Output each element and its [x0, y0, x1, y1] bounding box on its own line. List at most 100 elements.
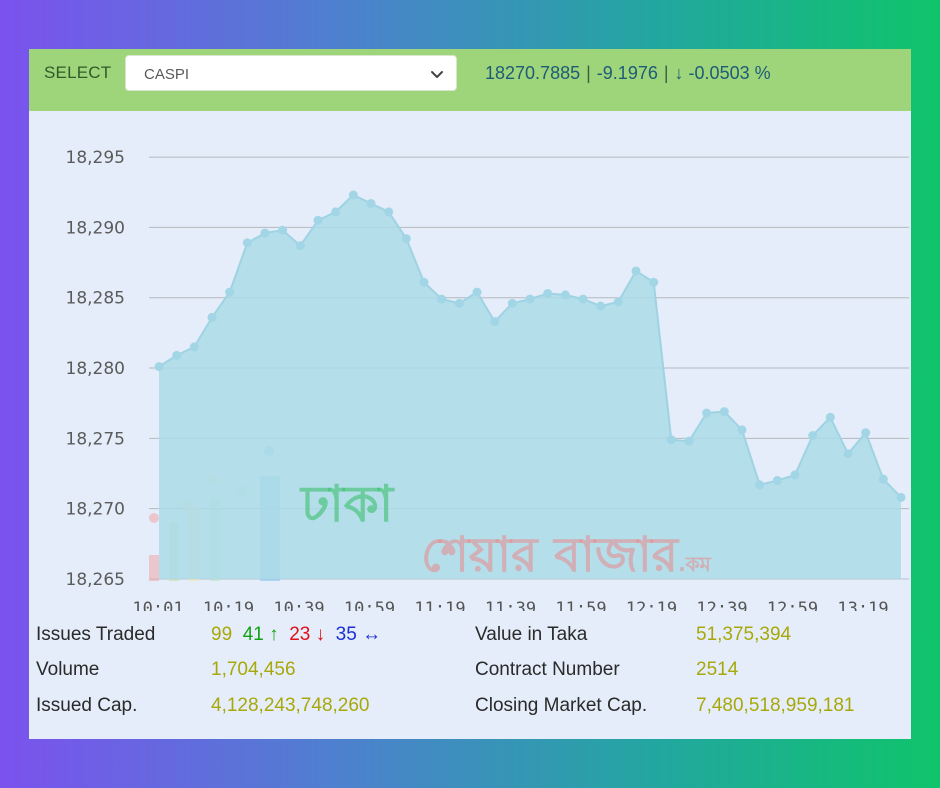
data-point: [755, 480, 765, 490]
value-taka-value: 51,375,394: [696, 624, 792, 645]
data-point: [666, 435, 676, 445]
issued-cap-value: 4,128,243,748,260: [211, 695, 370, 716]
watermark-line2: শেয়ার বাজার.কম: [421, 527, 712, 583]
watermark-line2-text: শেয়ার বাজার: [421, 527, 680, 583]
data-point: [189, 342, 199, 352]
y-tick-label: 18,275: [66, 429, 125, 449]
data-point: [702, 408, 712, 418]
chevron-down-icon: [431, 71, 443, 78]
data-point: [260, 228, 270, 238]
x-tick-label: 11:39: [485, 599, 536, 611]
data-point: [225, 287, 235, 297]
y-tick-label: 18,265: [66, 570, 125, 590]
data-point: [401, 234, 411, 244]
data-point: [454, 298, 464, 308]
watermark-bar: [149, 555, 159, 581]
data-point: [172, 350, 182, 360]
data-point: [861, 428, 871, 438]
data-point: [507, 298, 517, 308]
y-tick-label: 18,280: [66, 359, 125, 379]
x-tick-label: 12:19: [626, 599, 677, 611]
x-axis-ticks: 10:01 10:19 10:39 10:59 11:19 11:39 11:59 12:19…: [132, 599, 888, 611]
index-area-chart: 18,265 18,270 18,275 18,280 18,285 18,290 18,2…: [66, 148, 909, 611]
data-point: [384, 207, 394, 217]
arrow-up-icon: ↑: [263, 624, 279, 645]
data-point: [331, 207, 341, 217]
x-tick-label: 13:19: [837, 599, 888, 611]
data-point: [772, 476, 782, 486]
x-tick-label: 12:39: [696, 599, 747, 611]
volume-value: 1,704,456: [211, 659, 296, 680]
index-change: -9.1976: [596, 63, 658, 83]
data-point: [278, 225, 288, 235]
data-point: [596, 301, 606, 311]
x-tick-label: 10:39: [273, 599, 324, 611]
select-label: SELECT: [44, 63, 112, 82]
issues-traded-count: 99: [211, 624, 233, 645]
arrow-down-icon: ↓: [310, 624, 326, 645]
data-point: [472, 287, 482, 297]
data-point: [684, 436, 694, 446]
y-tick-label: 18,290: [66, 218, 125, 238]
issued-cap-label: Issued Cap.: [36, 695, 138, 716]
y-axis-ticks: 18,265 18,270 18,275 18,280 18,285 18,290 18,2…: [66, 148, 125, 590]
data-points: [154, 190, 906, 502]
index-selector-bar: SELECT CASPI 18270.7885 | -9.1976 | ↓ -0.050…: [29, 49, 911, 111]
separator: |: [663, 63, 669, 83]
separator: |: [586, 63, 591, 83]
value-taka-label: Value in Taka: [475, 624, 588, 645]
data-point: [525, 294, 535, 304]
data-point: [719, 407, 729, 417]
index-change-percent: ↓ -0.0503 %: [674, 63, 771, 83]
y-tick-label: 18,295: [66, 148, 125, 168]
data-point: [878, 474, 888, 484]
selected-index: CASPI: [144, 66, 190, 83]
issues-traded-label: Issues Traded: [36, 624, 156, 645]
data-point: [154, 362, 164, 372]
advanced-count: 41: [242, 624, 264, 645]
stats-row-3: Issued Cap. 4,128,243,748,260 Closing Ma…: [29, 695, 911, 725]
data-point: [419, 277, 429, 287]
data-point: [737, 425, 747, 435]
watermark-dot: [149, 513, 159, 523]
volume-label: Volume: [36, 659, 100, 680]
index-value: 18270.7885: [485, 63, 581, 83]
data-point: [242, 238, 252, 248]
unchanged-count: 35: [335, 624, 357, 645]
data-point: [295, 241, 305, 251]
data-point: [348, 190, 358, 200]
data-point: [843, 449, 853, 459]
watermark-line1: ঢাকা: [299, 475, 395, 533]
arrow-left-right-icon: ↔: [356, 624, 382, 645]
x-tick-label: 11:19: [414, 599, 465, 611]
data-point: [490, 317, 500, 327]
data-point: [560, 290, 570, 300]
index-select-dropdown[interactable]: CASPI: [125, 55, 457, 91]
data-point: [896, 492, 906, 502]
x-tick-label: 11:59: [555, 599, 606, 611]
y-tick-label: 18,270: [66, 500, 125, 520]
data-point: [437, 294, 447, 304]
data-point: [825, 412, 835, 422]
y-tick-label: 18,285: [66, 289, 125, 309]
contract-label: Contract Number: [475, 659, 620, 680]
data-point: [808, 431, 818, 441]
data-point: [790, 470, 800, 480]
stats-row-2: Volume 1,704,456 Contract Number 2514: [29, 659, 911, 689]
x-tick-label: 10:59: [344, 599, 395, 611]
index-summary: 18270.7885 | -9.1976 | ↓ -0.0503 %: [485, 63, 771, 84]
data-point: [613, 297, 623, 307]
x-tick-label: 12:59: [767, 599, 818, 611]
data-point: [543, 288, 553, 298]
data-point: [313, 215, 323, 225]
data-point: [207, 312, 217, 322]
closing-cap-label: Closing Market Cap.: [475, 695, 648, 716]
watermark-suffix: .কম: [678, 552, 712, 576]
stats-row-1: Issues Traded 99 41 ↑ 23 ↓ 35 ↔ Value in…: [29, 624, 911, 654]
declined-count: 23: [289, 624, 311, 645]
data-point: [631, 266, 641, 276]
data-point: [578, 294, 588, 304]
index-area: [159, 195, 901, 579]
contract-value: 2514: [696, 659, 739, 680]
data-point: [366, 198, 376, 208]
